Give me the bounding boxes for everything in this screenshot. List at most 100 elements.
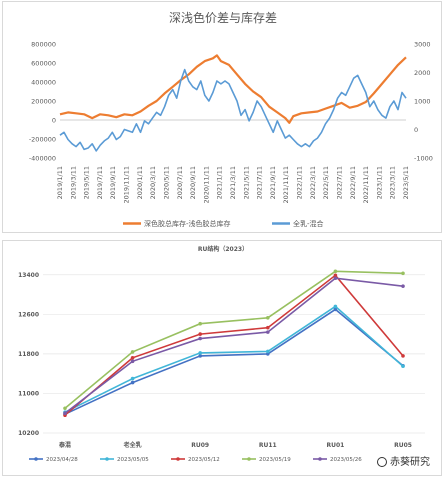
x-tick-label: 2020/9/11 — [189, 166, 197, 199]
y-left-tick-label: -200000 — [29, 136, 56, 144]
y-right-tick-label: 3000 — [414, 41, 431, 49]
x-tick-label: 2021/1/11 — [216, 166, 224, 199]
chart-title: 深浅色价差与库存差 — [169, 10, 277, 25]
x-tick-label: 2019/11/11 — [123, 166, 131, 203]
series-marker — [130, 359, 135, 364]
y-right-tick-label: 0 — [414, 126, 418, 134]
chart-panel-spread-inventory: 深浅色价差与库存差 -400000 -200000 0 200000 400000 6000… — [2, 1, 442, 233]
x-tick-label: 2023/5/11 — [402, 166, 410, 199]
series-marker — [130, 376, 135, 381]
y-tick-label: 12600 — [18, 311, 39, 318]
series-line-inventory-diff — [59, 54, 407, 124]
x-tick-label: 2020/3/11 — [149, 166, 157, 199]
series-marker — [130, 350, 135, 354]
x-tick-label: 2022/7/11 — [335, 166, 343, 199]
series-marker — [333, 276, 338, 281]
series-marker — [266, 325, 270, 330]
x-tick-label: 2019/7/11 — [96, 166, 104, 199]
legend-marker — [247, 457, 251, 461]
x-tick-label: 2020/7/11 — [176, 166, 184, 199]
x-tick-label: 2023/3/11 — [389, 166, 397, 199]
y-left-tick-label: 800000 — [31, 41, 56, 49]
series-marker — [198, 354, 202, 358]
series-marker — [401, 364, 405, 369]
legend-marker — [34, 457, 38, 461]
series-line-quanru-hunhe — [59, 68, 407, 152]
series-marker — [333, 307, 338, 312]
series-marker — [266, 315, 270, 320]
series-line — [64, 270, 404, 409]
y-right-tick-label: -1000 — [414, 155, 433, 163]
series-line — [64, 274, 404, 416]
series-marker — [401, 271, 405, 276]
ru-structure-chart: RU结构（2023） 10200 11000 11800 12600 13400 泰混 老全乳… — [18, 245, 425, 463]
wechat-logo-icon — [377, 457, 387, 467]
y-tick-label: 13400 — [18, 272, 39, 279]
x-tick-label: 2020/11/11 — [202, 166, 210, 203]
legend-marker — [105, 457, 109, 461]
x-tick-label: 2021/9/11 — [269, 166, 277, 199]
series-marker — [63, 411, 67, 416]
series-marker — [333, 304, 338, 309]
series-marker — [198, 336, 202, 341]
y-right-tick-label: 2000 — [414, 69, 431, 77]
series-marker — [266, 330, 270, 334]
y-right-tick-label: 1000 — [414, 98, 431, 106]
chart-panel-ru-structure: RU结构（2023） 10200 11000 11800 12600 13400 泰混 老全乳… — [2, 240, 442, 476]
x-tick-label: 2019/9/11 — [109, 166, 117, 199]
series-marker — [63, 406, 67, 411]
x-tick-label: 2021/7/11 — [256, 166, 264, 199]
legend-label: 2023/05/12 — [188, 457, 220, 463]
x-category-label: RU09 — [191, 442, 209, 449]
series-line — [64, 277, 404, 414]
x-tick-label: 2020/1/11 — [136, 166, 144, 199]
x-category-label: 老全乳 — [123, 441, 142, 449]
x-tick-label: 2022/5/11 — [322, 166, 330, 199]
x-tick-label: 2021/3/11 — [229, 166, 237, 199]
x-category-label: 泰混 — [58, 441, 71, 449]
x-category-label: RU11 — [259, 442, 277, 449]
y-tick-label: 11800 — [18, 351, 39, 358]
y-left-tick-label: -400000 — [29, 155, 56, 163]
y-left-tick-label: 400000 — [31, 79, 56, 87]
series-marker — [198, 332, 202, 336]
y-left-tick-label: 200000 — [31, 98, 56, 106]
x-tick-label: 2019/3/11 — [69, 166, 77, 199]
y-left-tick-label: 600000 — [31, 60, 56, 68]
legend-marker — [176, 457, 180, 461]
x-category-label: RU05 — [394, 442, 412, 449]
x-tick-label: 2023/1/11 — [375, 166, 383, 199]
series-marker — [266, 349, 270, 354]
x-tick-label: 2022/1/11 — [296, 166, 304, 199]
x-tick-label: 2021/11/11 — [282, 166, 290, 203]
x-tick-label: 2019/5/11 — [83, 166, 91, 199]
legend-label: 深色胶总库存-浅色胶总库存 — [144, 219, 231, 228]
series-line — [64, 305, 404, 413]
series-marker — [333, 269, 338, 274]
x-tick-label: 2022/9/11 — [349, 166, 357, 199]
legend-label: 2023/05/26 — [330, 457, 362, 463]
y-tick-label: 11000 — [18, 390, 39, 397]
x-tick-label: 2020/5/11 — [162, 166, 170, 199]
legend-label: 全乳-混合 — [293, 219, 324, 228]
legend-marker — [318, 457, 322, 461]
watermark-text: 赤葵研究 — [390, 457, 430, 468]
series-line — [64, 308, 404, 415]
series-marker — [130, 380, 135, 385]
x-tick-label: 2019/1/11 — [56, 166, 64, 199]
legend-label: 2023/05/05 — [117, 457, 149, 463]
y-left-tick-label: 0 — [52, 117, 56, 125]
x-tick-label: 2022/11/11 — [362, 166, 370, 203]
x-category-label: RU01 — [326, 442, 344, 449]
series-marker — [401, 354, 405, 358]
series-marker — [130, 356, 135, 360]
series-marker — [266, 352, 270, 356]
spread-inventory-chart: 深浅色价差与库存差 -400000 -200000 0 200000 400000 6000… — [29, 10, 433, 228]
series-marker — [198, 351, 202, 355]
y-tick-label: 10200 — [18, 430, 39, 437]
legend-label: 2023/05/19 — [259, 457, 291, 463]
series-marker — [401, 284, 405, 288]
chart-title: RU结构（2023） — [198, 245, 248, 253]
legend-label: 2023/04/28 — [46, 457, 78, 463]
series-marker — [198, 321, 202, 326]
